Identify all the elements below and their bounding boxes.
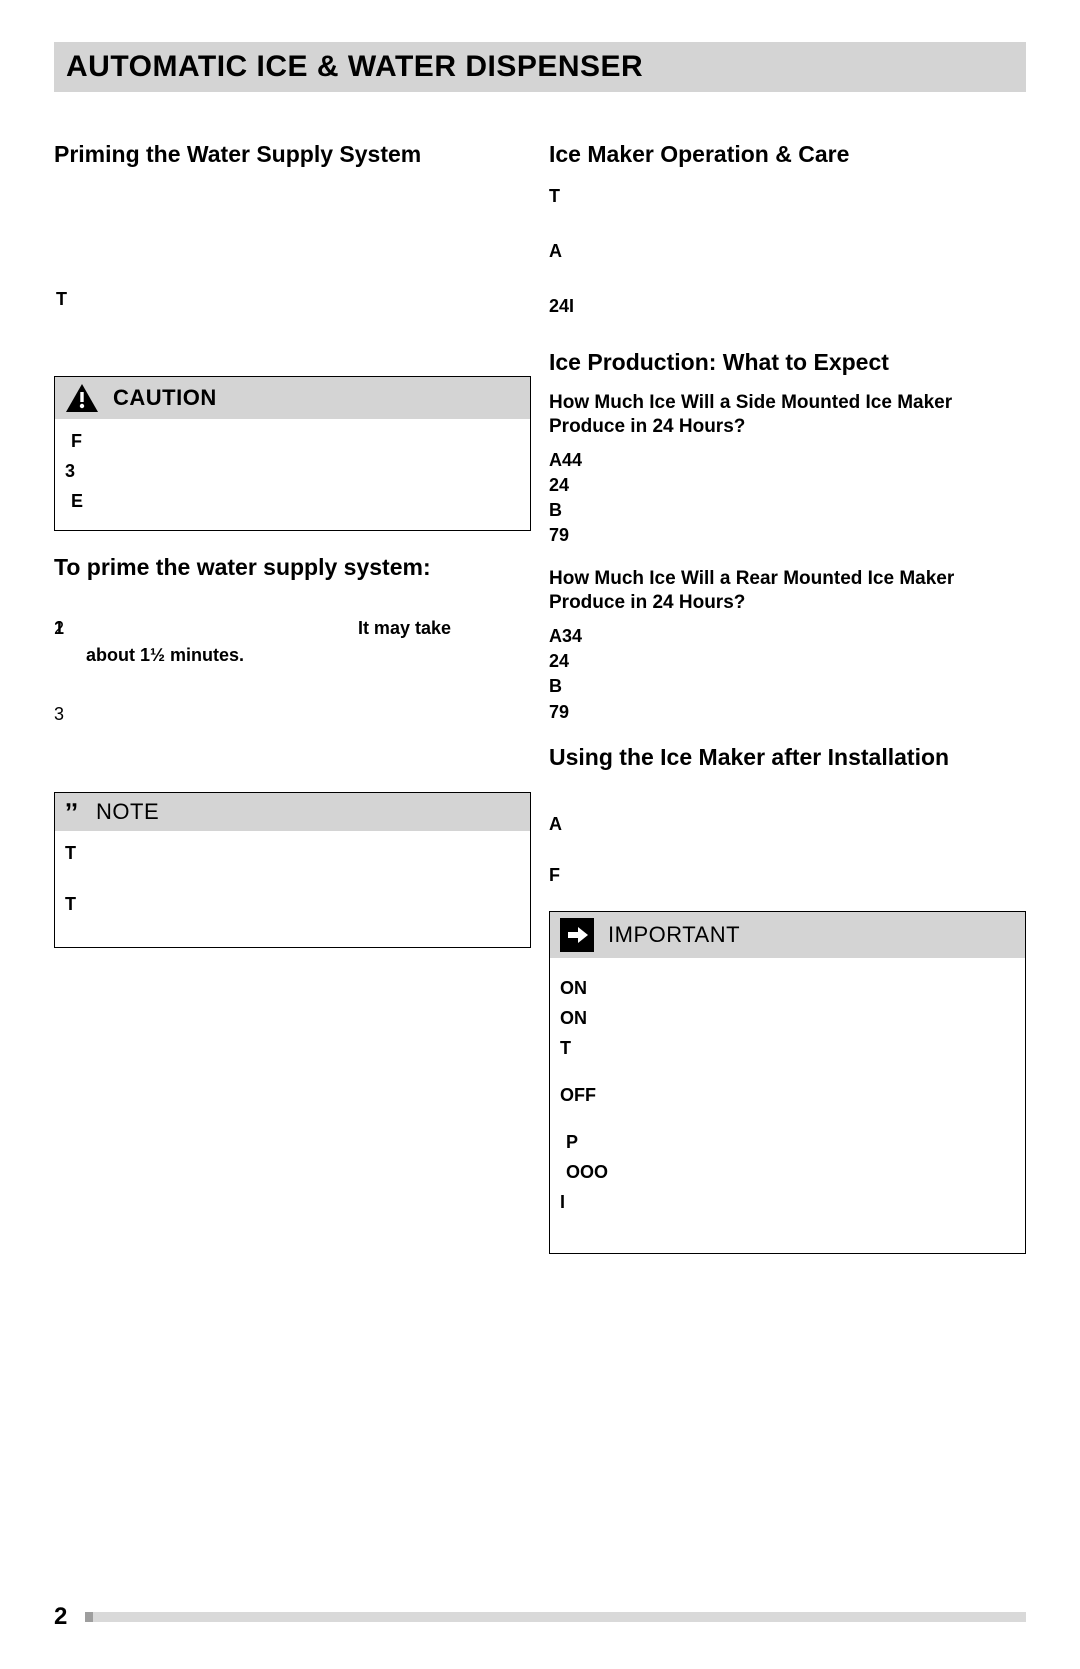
manual-page: AUTOMATIC ICE & WATER DISPENSER Priming … — [0, 0, 1080, 1276]
caution-label: CAUTION — [113, 385, 217, 411]
text-line: T — [560, 1035, 1015, 1062]
text-line: B — [549, 674, 1026, 699]
text-line: T — [549, 183, 1026, 210]
section-heading-priming: Priming the Water Supply System — [54, 140, 531, 169]
text-line: 24 — [549, 649, 1026, 674]
text-line: A — [549, 238, 1026, 265]
section-heading-operation: Ice Maker Operation & Care — [549, 140, 1026, 169]
step-number: 3 — [54, 702, 64, 727]
page-footer: 2 — [54, 1603, 1026, 1631]
text-line: B — [549, 498, 1026, 523]
note-box: ˮ NOTE T T — [54, 792, 531, 948]
text-line: ON — [560, 1005, 1015, 1032]
question-side-mounted: How Much Ice Will a Side Mounted Ice Mak… — [549, 391, 1026, 440]
text-line: 79 — [549, 700, 1026, 725]
two-column-layout: Priming the Water Supply System T CAUTIO… — [54, 140, 1026, 1276]
right-column: Ice Maker Operation & Care T A 24I Ice P… — [549, 140, 1026, 1276]
step-tail-text: about 1½ minutes. — [76, 643, 531, 668]
note-header: ˮ NOTE — [55, 793, 530, 831]
text-line: A34 — [549, 624, 1026, 649]
left-column: Priming the Water Supply System T CAUTIO… — [54, 140, 531, 1276]
caution-body: F 3 E — [55, 419, 530, 530]
text-line: T — [65, 840, 520, 867]
steps-list: 1 2 It may take about 1½ minutes. 3 — [54, 616, 531, 668]
text-line: 24 — [549, 473, 1026, 498]
step-number: 2 — [54, 616, 64, 641]
page-number: 2 — [54, 1603, 67, 1631]
text-line: F — [549, 862, 1026, 889]
text-line: A — [549, 811, 1026, 838]
data-block-rear: A34 24 B 79 — [549, 624, 1026, 725]
subheading-production: Ice Production: What to Expect — [549, 348, 1026, 377]
text-line: A44 — [549, 448, 1026, 473]
footer-rule — [85, 1612, 1026, 1622]
text-line: OFF — [560, 1082, 1015, 1109]
warning-triangle-icon — [65, 383, 99, 413]
important-header: IMPORTANT — [550, 912, 1025, 958]
important-box: IMPORTANT ON ON T OFF P OOO I — [549, 911, 1026, 1254]
question-rear-mounted: How Much Ice Will a Rear Mounted Ice Mak… — [549, 567, 1026, 616]
text-line: OOO — [560, 1159, 1015, 1186]
note-body: T T — [55, 831, 530, 947]
footer-tick — [85, 1612, 93, 1622]
important-body: ON ON T OFF P OOO I — [550, 958, 1025, 1253]
note-label: NOTE — [96, 799, 159, 825]
arrow-right-icon — [560, 918, 594, 952]
text-line: 3 — [65, 458, 520, 485]
subheading-prime: To prime the water supply system: — [54, 553, 531, 582]
page-title: AUTOMATIC ICE & WATER DISPENSER — [54, 42, 1026, 92]
text-line: F — [65, 428, 520, 455]
text-line: T — [65, 891, 520, 918]
text-line: P — [560, 1129, 1015, 1156]
step-2: 2 It may take about 1½ minutes. — [76, 616, 531, 668]
text-line: ON — [560, 975, 1015, 1002]
caution-header: CAUTION — [55, 377, 530, 419]
caution-box: CAUTION F 3 E — [54, 376, 531, 531]
text-line: 79 — [549, 523, 1026, 548]
step-tail-text: It may take — [76, 616, 531, 641]
data-block-side: A44 24 B 79 — [549, 448, 1026, 549]
text-line: I — [560, 1189, 1015, 1216]
quote-icon: ˮ — [65, 799, 82, 825]
text-line: 24I — [549, 293, 1026, 320]
text-line: E — [65, 488, 520, 515]
important-label: IMPORTANT — [608, 922, 740, 948]
text-line: T — [54, 286, 531, 313]
subheading-using: Using the Ice Maker after Installation — [549, 743, 1026, 772]
